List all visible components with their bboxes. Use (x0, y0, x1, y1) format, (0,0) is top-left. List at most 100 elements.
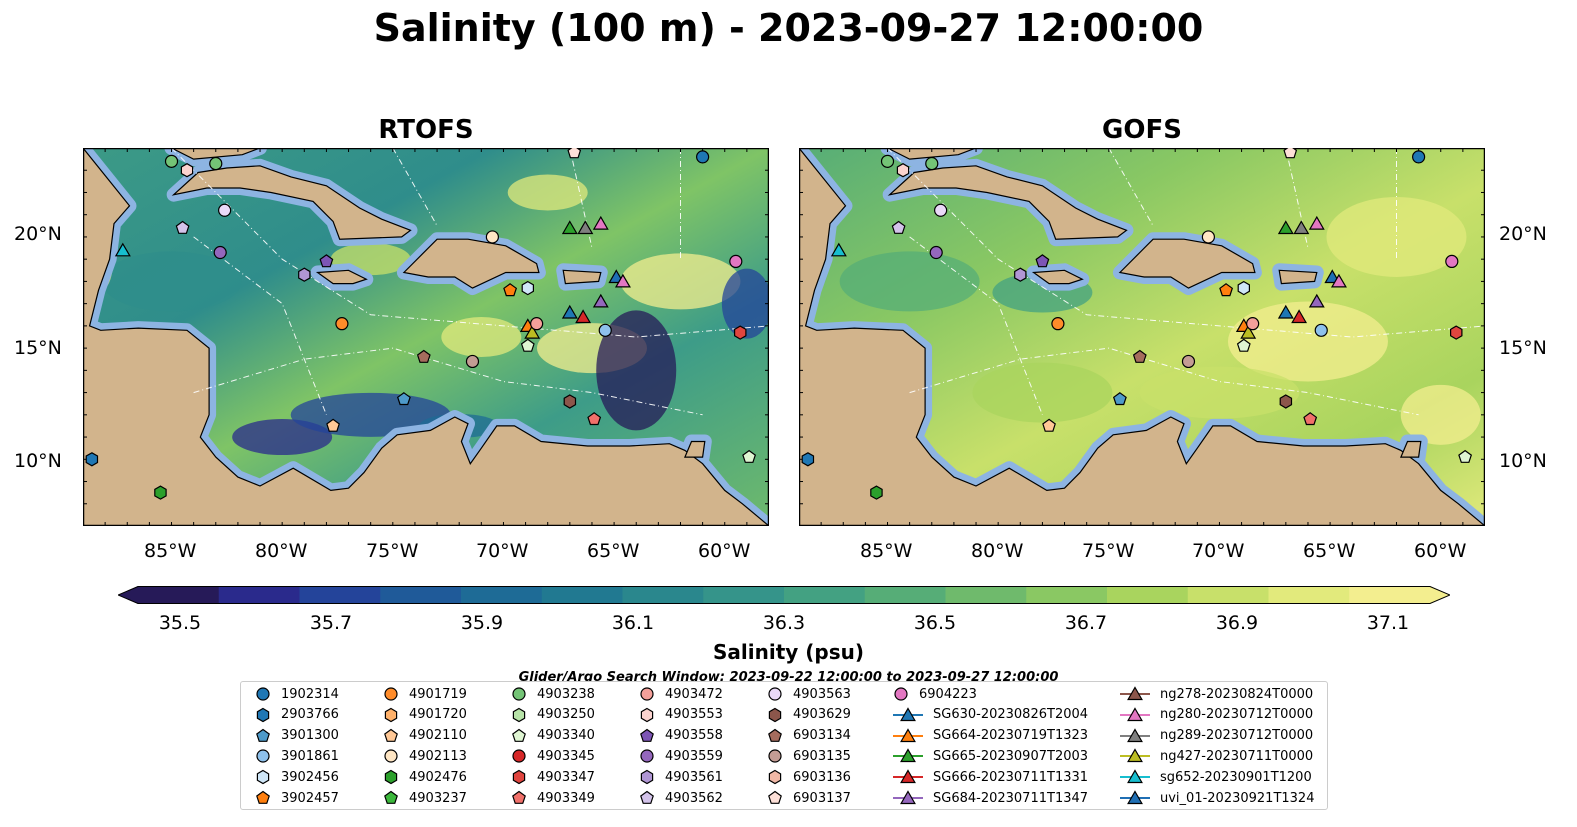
lon-label: 70°W (476, 540, 529, 562)
obs-marker-ng289-20230712T0000 (577, 220, 594, 235)
lon-label: 80°W (971, 540, 1024, 562)
obs-marker-6903137 (1283, 145, 1298, 159)
obs-marker-3902457 (503, 283, 518, 297)
legend-item: 3901300 (253, 726, 339, 746)
obs-marker-sg652-20230901T1200 (114, 242, 131, 257)
legend-item: 6903136 (765, 767, 851, 787)
legend-label: 4903629 (793, 707, 851, 723)
legend-label: 4903237 (409, 790, 467, 806)
obs-marker-SG666-20230711T1331 (1291, 309, 1308, 324)
legend-item: 4901719 (381, 684, 467, 704)
legend-item: SG664-20230719T1323 (891, 726, 1088, 746)
legend-label: 4902110 (409, 728, 467, 744)
colorbar-bin (1268, 586, 1350, 604)
legend-marker-icon (1120, 707, 1150, 721)
obs-marker-4903561 (1014, 267, 1027, 282)
colorbar-bin (299, 586, 381, 604)
legend-item: 4902113 (381, 746, 467, 766)
obs-marker-ng289-20230712T0000 (1293, 220, 1310, 235)
legend-label: 4903340 (537, 728, 595, 744)
colorbar-bin (622, 586, 704, 604)
legend-item: 3902456 (253, 767, 339, 787)
legend-marker-icon (256, 728, 270, 742)
obs-marker-4903553 (180, 163, 194, 178)
legend-item: 4903558 (637, 726, 723, 746)
obs-marker-6903134 (416, 349, 431, 363)
legend-marker-icon (893, 769, 923, 784)
rtofs-map-panel (76, 141, 776, 533)
obs-marker-4903472 (1246, 317, 1260, 331)
obs-marker-6903137 (567, 145, 582, 159)
obs-marker-ng280-20230712T0000 (592, 215, 609, 230)
legend-label: 4903250 (537, 707, 595, 723)
legend-label: 4903347 (537, 769, 595, 785)
obs-marker-6903135 (1181, 354, 1196, 369)
lon-label: 75°W (366, 540, 419, 562)
legend-marker-icon (512, 749, 526, 763)
legend-marker-icon (1120, 769, 1150, 784)
lon-label: 70°W (1192, 540, 1245, 562)
legend-item: SG665-20230907T2003 (891, 746, 1088, 766)
legend-marker-icon (256, 707, 270, 722)
obs-marker-4903340 (520, 338, 535, 352)
legend: 1902314 2903766 3901300 3901861 3902456 39024… (240, 681, 1328, 810)
lon-label: 80°W (255, 540, 308, 562)
legend-marker-icon (640, 728, 654, 742)
legend-label: sg652-20230901T1200 (1160, 769, 1312, 785)
obs-marker-4903347 (733, 325, 747, 340)
lon-label: 60°W (1414, 540, 1467, 562)
obs-marker-4903553 (896, 163, 910, 178)
obs-marker-ng427-20230711T0000 (1240, 324, 1257, 339)
legend-item: 4903472 (637, 684, 723, 704)
legend-marker-icon (512, 769, 526, 785)
panel-title-gofs: GOFS (1102, 115, 1182, 145)
legend-item: SG630-20230826T2004 (891, 705, 1088, 725)
obs-marker-4903559 (929, 245, 943, 260)
obs-marker-6903135 (465, 354, 480, 369)
obs-marker-3902456 (521, 280, 534, 296)
legend-item: 4902110 (381, 726, 467, 746)
colorbar-bin (1349, 586, 1431, 604)
legend-marker-icon (894, 687, 908, 701)
legend-marker-icon (640, 749, 654, 763)
obs-marker-4902113 (1201, 230, 1215, 244)
obs-marker-4903629 (563, 394, 577, 409)
obs-marker-3902456 (1237, 280, 1250, 296)
legend-marker-icon (512, 728, 526, 742)
obs-marker-3901300 (1112, 392, 1127, 406)
legend-marker-icon (640, 790, 654, 804)
legend-label: 4903472 (665, 686, 723, 702)
legend-item: 4903629 (765, 705, 851, 725)
legend-marker-icon (640, 707, 654, 722)
colorbar-tick: 35.9 (460, 612, 504, 634)
legend-label: 6903135 (793, 748, 851, 764)
obs-marker-2903766 (801, 452, 815, 467)
colorbar-label: Salinity (psu) (712, 640, 864, 664)
legend-item: 4903562 (637, 788, 723, 808)
obs-marker-4902110 (326, 418, 340, 432)
legend-item: ng289-20230712T0000 (1118, 726, 1313, 746)
obs-marker-6903134 (1132, 349, 1147, 363)
legend-label: 4903345 (537, 748, 595, 764)
legend-item: ng280-20230712T0000 (1118, 705, 1313, 725)
obs-marker-sg652-20230901T1200 (830, 242, 847, 257)
lat-label-right: 20°N (1499, 223, 1547, 245)
legend-item: 4903340 (509, 726, 595, 746)
legend-marker-icon (512, 707, 526, 722)
colorbar-bin (1107, 586, 1189, 604)
legend-item: 6904223 (891, 684, 977, 704)
colorbar-bin (380, 586, 462, 604)
obs-marker-6904223 (1445, 254, 1459, 269)
legend-item: 4901720 (381, 705, 467, 725)
legend-marker-icon (768, 728, 782, 742)
obs-marker-4903349 (587, 412, 602, 426)
lon-label: 65°W (587, 540, 640, 562)
colorbar-tick: 36.7 (1064, 612, 1108, 634)
legend-item: 4903563 (765, 684, 851, 704)
legend-label: ng427-20230711T0000 (1160, 748, 1314, 764)
obs-marker-4903563 (934, 203, 948, 217)
obs-marker-3902457 (1219, 283, 1234, 297)
legend-label: 4901719 (409, 686, 467, 702)
obs-marker-4903561 (298, 267, 311, 282)
colorbar-tick: 36.9 (1215, 612, 1259, 634)
